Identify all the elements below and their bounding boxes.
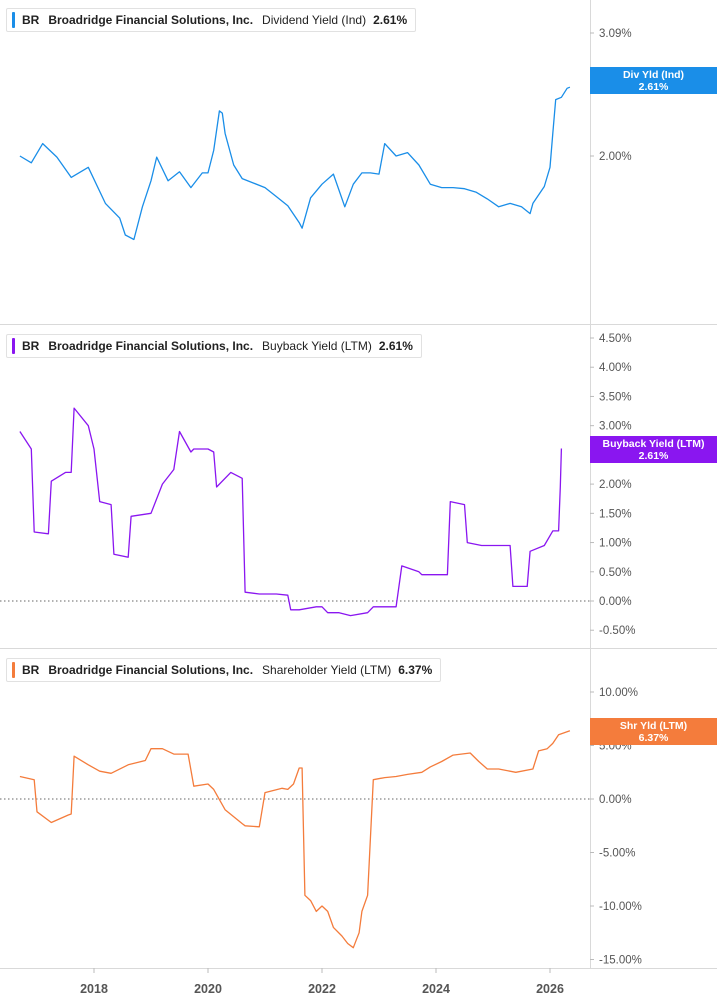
y-tick-label: 1.50%	[599, 508, 632, 520]
y-tick-label: 2.00%	[599, 479, 632, 491]
legend-metric: Dividend Yield (Ind)	[262, 13, 367, 27]
legend-company: Broadridge Financial Solutions, Inc.	[48, 663, 254, 677]
last-value-tag-buyback: Buyback Yield (LTM) 2.61%	[590, 436, 717, 463]
y-tick-label: 10.00%	[599, 687, 638, 699]
y-tick-label: 0.50%	[599, 567, 632, 579]
x-tick-label: 2026	[536, 982, 564, 996]
y-tick-label: 1.00%	[599, 538, 632, 550]
tag-title: Shr Yld (LTM)	[619, 720, 688, 732]
tag-title: Buyback Yield (LTM)	[602, 438, 705, 450]
series-line	[19, 730, 571, 949]
last-value-tag-dividend: Div Yld (Ind) 2.61%	[590, 67, 717, 94]
last-value-tag-shareholder: Shr Yld (LTM) 6.37%	[590, 718, 717, 745]
series-line	[19, 86, 571, 241]
y-tick-label: 4.00%	[599, 362, 632, 374]
legend-metric: Shareholder Yield (LTM)	[262, 663, 392, 677]
legend-ticker: BR	[22, 663, 40, 677]
legend-ticker: BR	[22, 339, 40, 353]
legend-company: Broadridge Financial Solutions, Inc.	[48, 13, 254, 27]
x-tick-label: 2022	[308, 982, 336, 996]
y-tick-label: -15.00%	[599, 955, 642, 967]
series-swatch	[12, 662, 15, 678]
legend-shareholder-yield: BR Broadridge Financial Solutions, Inc. …	[6, 658, 442, 682]
x-tick-label: 2024	[422, 982, 450, 996]
legend-value: 6.37%	[398, 663, 433, 677]
y-tick-label: 3.50%	[599, 391, 632, 403]
legend-buyback-yield: BR Broadridge Financial Solutions, Inc. …	[6, 334, 422, 358]
y-tick-label: 0.00%	[599, 596, 632, 608]
legend-dividend-yield: BR Broadridge Financial Solutions, Inc. …	[6, 8, 417, 32]
legend-value: 2.61%	[378, 339, 413, 353]
y-tick-label: -10.00%	[599, 901, 642, 913]
tag-value: 6.37%	[638, 732, 669, 744]
tag-value: 2.61%	[638, 450, 669, 462]
x-tick-label: 2018	[80, 982, 108, 996]
series-swatch	[12, 338, 15, 354]
series-swatch	[12, 12, 15, 28]
y-tick-label: 3.00%	[599, 421, 632, 433]
legend-value: 2.61%	[373, 13, 408, 27]
tag-value: 2.61%	[638, 81, 669, 93]
x-tick-label: 2020	[194, 982, 222, 996]
y-tick-label: 3.09%	[599, 28, 632, 40]
series-line	[19, 407, 563, 617]
y-tick-label: 4.50%	[599, 333, 632, 345]
y-tick-label: 0.00%	[599, 794, 632, 806]
y-tick-label: -0.50%	[599, 625, 635, 637]
y-tick-label: 2.00%	[599, 151, 632, 163]
legend-metric: Buyback Yield (LTM)	[262, 339, 372, 353]
legend-company: Broadridge Financial Solutions, Inc.	[48, 339, 254, 353]
y-tick-label: -5.00%	[599, 848, 635, 860]
tag-title: Div Yld (Ind)	[622, 69, 685, 81]
legend-ticker: BR	[22, 13, 40, 27]
